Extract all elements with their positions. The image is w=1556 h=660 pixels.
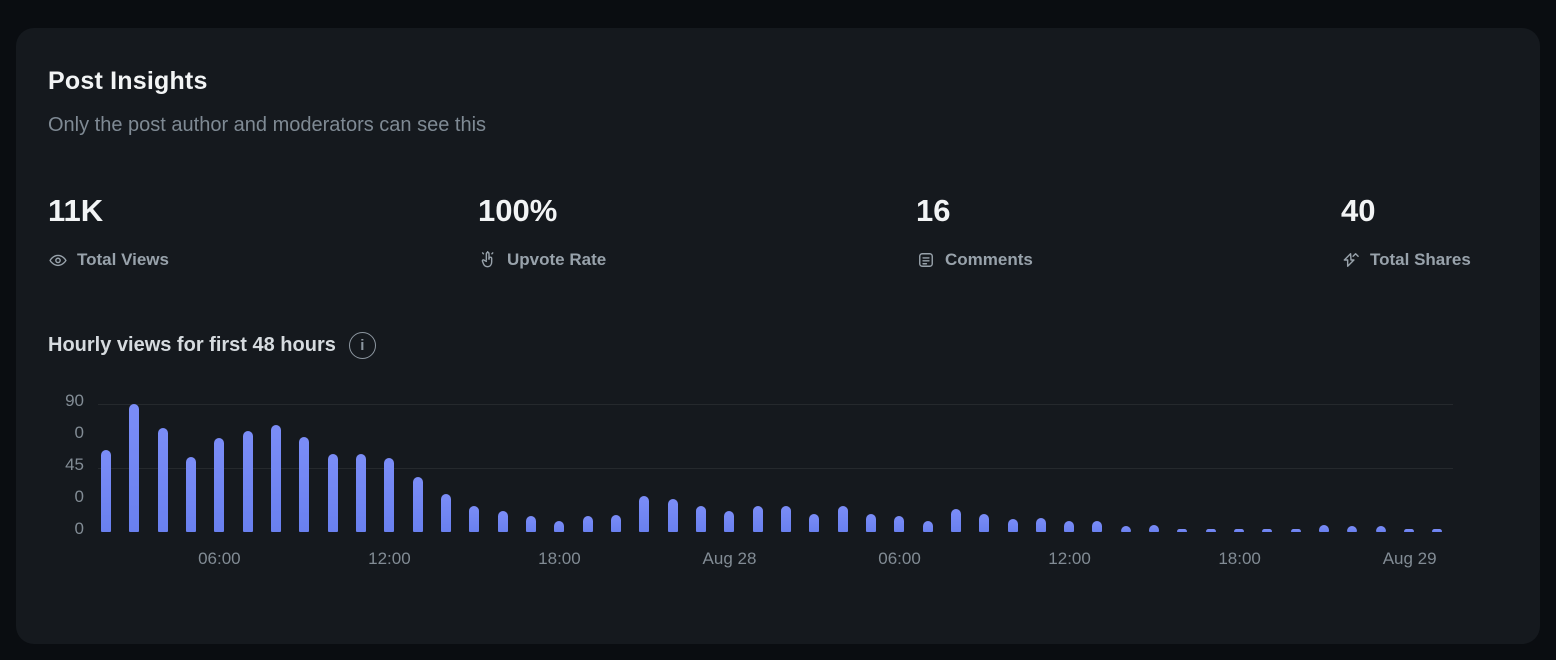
bar[interactable] [809, 513, 820, 532]
y-axis-tick-label: 0 [74, 423, 84, 442]
bar[interactable] [1149, 524, 1160, 532]
stat-comments: 16 Comments [916, 193, 1341, 272]
bar[interactable] [1177, 529, 1188, 532]
stat-value: 100% [478, 193, 558, 228]
stat-label: Total Shares [1370, 250, 1471, 269]
bar[interactable] [412, 476, 423, 532]
stat-label: Upvote Rate [507, 250, 607, 269]
bar[interactable] [1205, 529, 1216, 532]
bar[interactable] [582, 516, 593, 532]
stats-row: 11K Total Views 100% [48, 193, 1508, 272]
bar[interactable] [384, 458, 395, 532]
bar[interactable] [1262, 529, 1273, 532]
bar[interactable] [780, 506, 791, 532]
eye-icon [48, 250, 68, 270]
bar[interactable] [1404, 529, 1415, 532]
bar[interactable] [1432, 529, 1443, 532]
bar[interactable] [1375, 526, 1386, 532]
bar[interactable] [157, 428, 168, 532]
x-axis-tick-label: Aug 29 [1382, 549, 1437, 568]
y-axis-tick-label: 45 [65, 455, 84, 474]
page-title: Post Insights [48, 67, 208, 95]
bar[interactable] [440, 493, 451, 532]
bar[interactable] [695, 506, 706, 532]
bar[interactable] [837, 506, 848, 532]
bar[interactable] [1234, 529, 1245, 532]
y-axis-tick-label: 90 [65, 391, 84, 410]
bar[interactable] [1092, 520, 1103, 532]
bar[interactable] [979, 513, 990, 532]
x-axis-tick-label: 18:00 [538, 549, 581, 568]
bar[interactable] [950, 509, 961, 532]
x-axis-tick-label: 06:00 [198, 549, 241, 568]
hourly-views-chart: 90 0 45 0 0 06:00 12:00 18:00 Aug 28 06:00 12:00 1… [48, 390, 1508, 572]
chart-header: Hourly views for first 48 hours i [48, 330, 1508, 360]
bar[interactable] [327, 453, 338, 532]
comment-icon [916, 250, 936, 270]
bar[interactable] [724, 510, 735, 532]
bar[interactable] [525, 516, 536, 532]
bar[interactable] [865, 513, 876, 532]
stat-label: Total Views [77, 250, 169, 269]
bar[interactable] [1120, 526, 1131, 532]
x-axis-tick-label: 12:00 [368, 549, 411, 568]
bar[interactable] [1290, 529, 1301, 532]
bar[interactable] [497, 510, 508, 532]
x-axis-tick-label: 06:00 [878, 549, 921, 568]
bar[interactable] [1007, 519, 1018, 532]
bar[interactable] [469, 506, 480, 532]
stat-upvote-rate: 100% Upvote Rate [478, 193, 916, 272]
bars [101, 390, 1443, 532]
bar[interactable] [1035, 517, 1046, 532]
chart-title: Hourly views for first 48 hours [48, 334, 336, 356]
stat-value: 16 [916, 193, 951, 228]
upvote-hand-icon [478, 250, 498, 270]
x-axis-tick-label: Aug 28 [702, 549, 757, 568]
bar[interactable] [185, 456, 196, 532]
stat-value: 11K [48, 193, 104, 228]
bar[interactable] [270, 425, 281, 532]
bar[interactable] [610, 514, 621, 532]
bar[interactable] [667, 499, 678, 532]
bar[interactable] [554, 520, 565, 532]
x-axis-tick-label: 18:00 [1218, 549, 1261, 568]
bar[interactable] [894, 516, 905, 532]
bar[interactable] [355, 453, 366, 532]
info-icon[interactable]: i [348, 331, 376, 359]
y-axis-tick-label: 0 [74, 487, 84, 506]
stat-total-views: 11K Total Views [48, 193, 478, 272]
bar[interactable] [242, 431, 253, 532]
share-arrow-icon [1341, 250, 1361, 270]
bar[interactable] [752, 506, 763, 532]
y-axis-tick-label: 0 [74, 519, 84, 538]
bar[interactable] [214, 438, 225, 532]
bar[interactable] [639, 496, 650, 532]
bar[interactable] [101, 449, 111, 532]
x-axis-tick-label: 12:00 [1048, 549, 1091, 568]
stat-total-shares: 40 Total Shares [1341, 193, 1508, 272]
bar[interactable] [1347, 526, 1358, 532]
stat-value: 40 [1341, 193, 1376, 228]
bar[interactable] [922, 520, 933, 532]
page-subtitle: Only the post author and moderators can … [48, 114, 487, 136]
bar[interactable] [129, 404, 140, 532]
post-insights-card: Post Insights Only the post author and m… [16, 28, 1540, 644]
gridline [98, 404, 1453, 405]
bar[interactable] [299, 436, 310, 532]
bar[interactable] [1064, 520, 1075, 532]
gridline [98, 468, 1453, 469]
stat-label: Comments [945, 250, 1033, 269]
bar[interactable] [1319, 524, 1330, 532]
